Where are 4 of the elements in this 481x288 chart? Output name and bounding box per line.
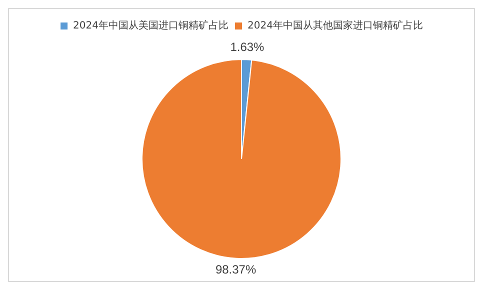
data-label: 1.63%: [230, 40, 265, 54]
data-label: 98.37%: [215, 262, 256, 277]
legend-label: 2024年中国从其他国家进口铜精矿占比: [248, 20, 423, 32]
legend-label: 2024年中国从美国进口铜精矿占比: [73, 20, 229, 32]
